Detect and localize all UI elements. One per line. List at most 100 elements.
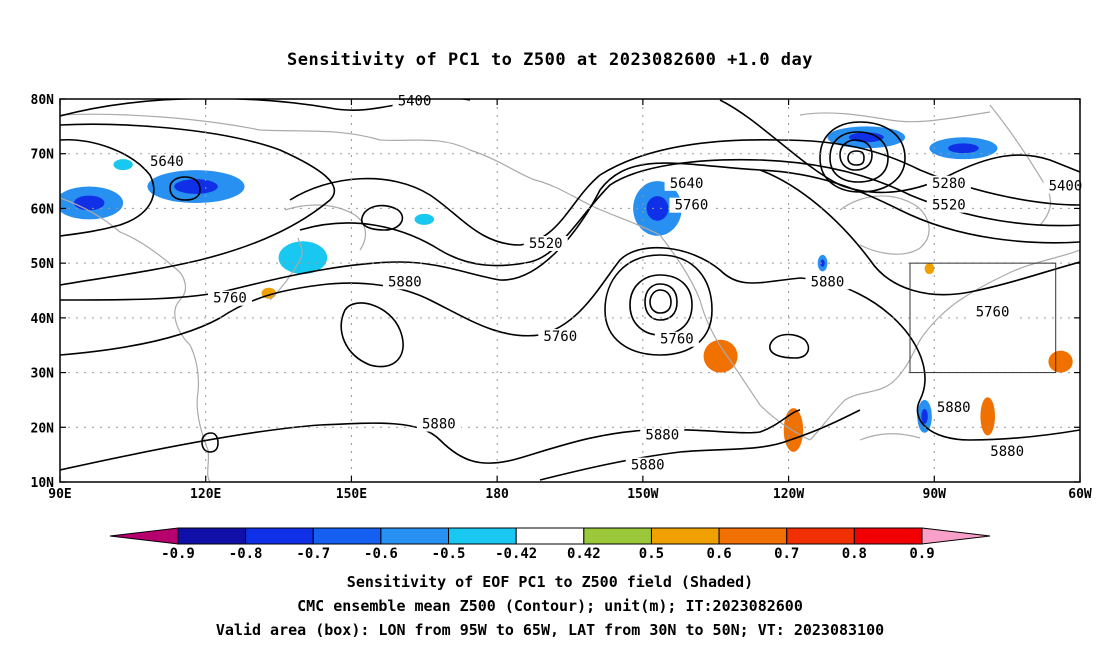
colorbar-label: 0.8: [842, 546, 867, 562]
colorbar-label: 0.42: [567, 546, 601, 562]
sensitivity-patch: [278, 241, 328, 275]
z500-contour-low-arctic-3: [819, 121, 906, 193]
x-tick-label: 120W: [773, 487, 804, 502]
z500-contour-5280: [719, 99, 1080, 194]
z500-contour-5880-south: [539, 409, 861, 481]
x-tick-label: 90W: [923, 487, 947, 502]
coastline-siberia: [60, 113, 471, 151]
contour-label-bg: [144, 153, 189, 169]
contour-label: 5760: [976, 304, 1010, 320]
colorbar-box: [853, 527, 923, 545]
z500-contour-5880-subtropical: [60, 409, 801, 471]
y-tick-label: 50N: [31, 257, 55, 272]
contour-label: 5880: [811, 274, 845, 290]
colorbar-max-triangle: [921, 527, 991, 545]
colorbar-label: -0.42: [495, 546, 537, 562]
contour-label: 5640: [150, 154, 184, 170]
contour-label-bg: [538, 329, 583, 345]
colorbar-label: -0.8: [229, 546, 263, 562]
contour-label-bg: [416, 416, 461, 432]
y-tick-label: 10N: [31, 476, 55, 491]
colorbar-label: -0.6: [364, 546, 398, 562]
plot-frame: [59, 98, 1081, 483]
contour-label: 5880: [937, 400, 971, 416]
valid-area-box: [909, 262, 1057, 374]
colorbar: -0.9 -0.8 -0.7 -0.6 -0.5 -0.42 0.42 0.5 0.6 0.7 0.…: [109, 527, 991, 562]
axis-ticks: 90E 120E 150E 180 150W 120W 90W 60W 10N 20N 30N 40N…: [31, 93, 1092, 502]
y-tick-label: 40N: [31, 312, 55, 327]
valid-area-rect: [909, 262, 1057, 374]
z500-contour-low-arctic-2: [829, 131, 889, 183]
chart-title: Sensitivity of PC1 to Z500 at 2023082600…: [286, 50, 813, 70]
contour-label: 5400: [1049, 179, 1083, 195]
coastline-layer: [60, 104, 1080, 482]
colorbar-box: [650, 527, 720, 545]
coastline-north-america-east: [919, 249, 1080, 341]
z500-contour-5520-west: [60, 139, 155, 237]
contour-label: 5520: [932, 198, 966, 214]
coastline-greenland: [989, 104, 1052, 226]
sensitivity-patch-core: [921, 408, 928, 424]
sensitivity-patch: [924, 263, 935, 275]
caption-valid-area: Valid area (box): LON from 95W to 65W, L…: [215, 621, 885, 639]
contour-label-bg: [931, 400, 976, 416]
x-tick-label: 120E: [190, 487, 221, 502]
z500-contour-low-pacific-outer: [604, 254, 713, 356]
y-tick-label: 20N: [31, 421, 55, 436]
x-tick-label: 180: [485, 487, 509, 502]
colorbar-box: [718, 527, 788, 545]
colorbar-label: 0.9: [909, 546, 934, 562]
contour-label: 5520: [529, 236, 563, 252]
sensitivity-patch-core: [712, 348, 729, 364]
contour-label-bg: [926, 175, 971, 191]
z500-contour-5880-closed-west: [340, 302, 404, 368]
contour-label: 5280: [932, 176, 966, 192]
z500-contour-closed-us: [769, 333, 810, 359]
sensitivity-patch-core: [1055, 356, 1067, 367]
x-tick-label: 60W: [1068, 487, 1092, 502]
coastline-east-asia: [60, 197, 211, 482]
sensitivity-patch: [113, 159, 133, 171]
contour-label-bg: [985, 443, 1030, 459]
contour-label-bg: [669, 197, 714, 213]
colorbar-label: -0.5: [432, 546, 466, 562]
contour-label-bg: [970, 304, 1015, 320]
contour-label: 5880: [990, 444, 1024, 460]
sensitivity-patch-core: [948, 143, 979, 154]
sensitivity-patch-core: [820, 259, 825, 267]
contour-label: 5880: [631, 458, 665, 474]
sensitivity-patch-core: [984, 407, 991, 425]
coastline-alaska: [469, 149, 661, 236]
z500-contour-low-pacific-core: [649, 289, 672, 314]
contour-label: 5400: [398, 94, 432, 110]
y-tick-label: 80N: [31, 93, 55, 108]
coastline-japan: [269, 237, 303, 301]
colorbar-box: [583, 527, 652, 545]
sensitivity-patch-core: [789, 420, 798, 440]
colorbar-box: [177, 527, 247, 545]
coastline-kamchatka: [284, 204, 367, 251]
contour-label-bg: [208, 290, 252, 306]
z500-contour-low-pacific: [629, 274, 693, 336]
x-tick-label: 90E: [48, 487, 71, 502]
sensitivity-patch-core: [1091, 342, 1098, 349]
contour-label: 5880: [645, 427, 679, 443]
contour-label-bg: [523, 235, 568, 251]
colorbar-label: -0.9: [161, 546, 195, 562]
z500-contour-low-pacific-inner: [644, 283, 678, 321]
coastline-gulf: [809, 339, 921, 441]
contour-labels: 5400 5640 5640 5760 5520 5760 5880 5760 5760 5880…: [144, 93, 1088, 474]
x-tick-label: 150E: [336, 487, 367, 502]
contour-label: 5880: [388, 274, 422, 290]
sensitivity-patch-core: [174, 179, 218, 194]
contour-label-bg: [1043, 178, 1088, 194]
coastline-north-america-west: [659, 234, 811, 441]
colorbar-min-triangle: [109, 527, 179, 545]
x-tick-label: 150W: [627, 487, 658, 502]
y-tick-label: 60N: [31, 202, 55, 217]
contour-label: 5760: [675, 198, 709, 214]
caption-contour-description: CMC ensemble mean Z500 (Contour); unit(m…: [297, 597, 803, 615]
z500-contour-small-ring: [201, 432, 219, 453]
colorbar-box: [786, 527, 855, 545]
